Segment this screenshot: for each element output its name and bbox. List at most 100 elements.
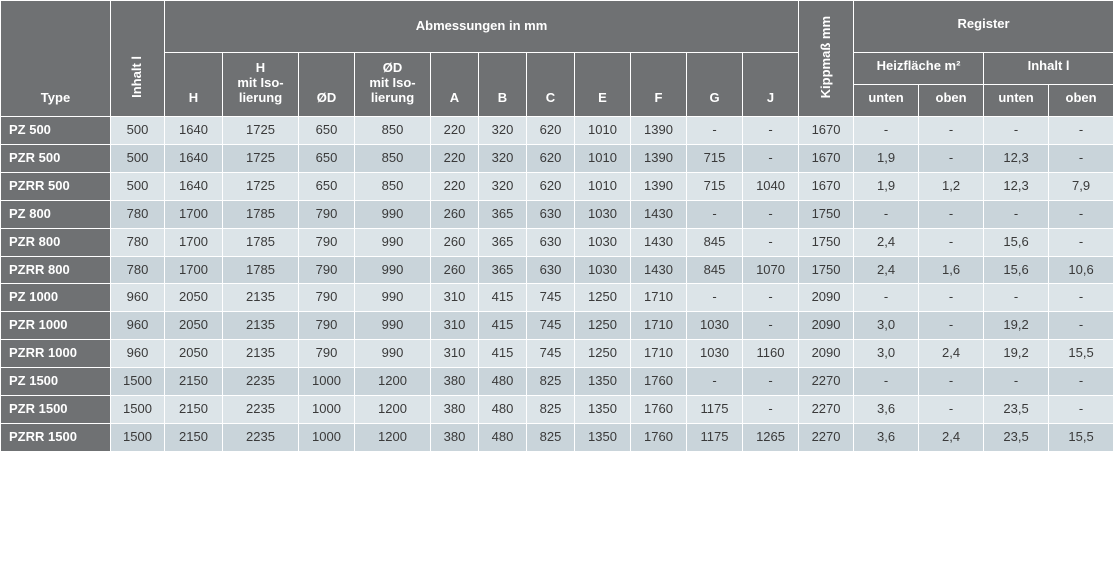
cell-J: - xyxy=(743,116,799,144)
cell-H_iso: 1785 xyxy=(223,256,299,284)
table-row: PZRR 50050016401725650850220320620101013… xyxy=(1,172,1113,200)
cell-hf_unten: 2,4 xyxy=(854,256,919,284)
cell-E: 1350 xyxy=(575,368,631,396)
colgroup-reg-inhalt: Inhalt l xyxy=(984,52,1113,84)
cell-hf_oben: - xyxy=(919,312,984,340)
cell-OD_iso: 1200 xyxy=(355,396,431,424)
cell-A: 220 xyxy=(431,144,479,172)
cell-H: 1700 xyxy=(165,256,223,284)
colgroup-heizflaeche: Heizfläche m² xyxy=(854,52,984,84)
cell-A: 220 xyxy=(431,116,479,144)
cell-inh_unten: 12,3 xyxy=(984,172,1049,200)
cell-G: 1030 xyxy=(687,340,743,368)
table-row: PZ 8007801700178579099026036563010301430… xyxy=(1,200,1113,228)
row-type: PZRR 1000 xyxy=(1,340,111,368)
cell-inh_unten: 23,5 xyxy=(984,396,1049,424)
cell-H: 1640 xyxy=(165,172,223,200)
cell-G: 715 xyxy=(687,172,743,200)
table-header: Type Inhalt l Abmessungen in mm Kippmaß … xyxy=(1,1,1113,117)
cell-E: 1030 xyxy=(575,256,631,284)
cell-H: 2050 xyxy=(165,340,223,368)
row-type: PZRR 1500 xyxy=(1,424,111,452)
cell-J: - xyxy=(743,368,799,396)
cell-inh_oben: - xyxy=(1049,312,1113,340)
cell-B: 415 xyxy=(479,312,527,340)
cell-OD: 790 xyxy=(299,312,355,340)
cell-inh_unten: - xyxy=(984,284,1049,312)
table-body: PZ 5005001640172565085022032062010101390… xyxy=(1,116,1113,451)
cell-C: 620 xyxy=(527,144,575,172)
cell-J: - xyxy=(743,284,799,312)
cell-H_iso: 2235 xyxy=(223,424,299,452)
cell-inh_oben: - xyxy=(1049,396,1113,424)
cell-hf_unten: 3,0 xyxy=(854,312,919,340)
cell-OD: 650 xyxy=(299,116,355,144)
cell-E: 1010 xyxy=(575,116,631,144)
cell-J: - xyxy=(743,228,799,256)
cell-inhalt: 960 xyxy=(111,312,165,340)
table-row: PZ 1000960205021357909903104157451250171… xyxy=(1,284,1113,312)
cell-hf_oben: - xyxy=(919,200,984,228)
cell-G: - xyxy=(687,284,743,312)
table-row: PZ 1500150021502235100012003804808251350… xyxy=(1,368,1113,396)
cell-inhalt: 780 xyxy=(111,256,165,284)
cell-E: 1350 xyxy=(575,424,631,452)
cell-A: 260 xyxy=(431,200,479,228)
table-row: PZR 150015002150223510001200380480825135… xyxy=(1,396,1113,424)
col-h-iso: Hmit Iso-lierung xyxy=(223,52,299,116)
cell-C: 745 xyxy=(527,312,575,340)
row-type: PZR 800 xyxy=(1,228,111,256)
cell-F: 1760 xyxy=(631,424,687,452)
cell-inhalt: 780 xyxy=(111,228,165,256)
cell-H_iso: 2135 xyxy=(223,340,299,368)
cell-kipp: 2270 xyxy=(799,368,854,396)
cell-J: 1070 xyxy=(743,256,799,284)
cell-J: 1040 xyxy=(743,172,799,200)
col-b: B xyxy=(479,52,527,116)
colgroup-register: Register xyxy=(854,1,1113,53)
col-c: C xyxy=(527,52,575,116)
cell-inh_oben: 10,6 xyxy=(1049,256,1113,284)
table-row: PZR 100096020502135790990310415745125017… xyxy=(1,312,1113,340)
cell-A: 380 xyxy=(431,424,479,452)
col-inhalt: Inhalt l xyxy=(111,1,165,117)
cell-F: 1430 xyxy=(631,200,687,228)
cell-G: 1175 xyxy=(687,396,743,424)
cell-OD: 1000 xyxy=(299,368,355,396)
col-kippmass: Kippmaß mm xyxy=(799,1,854,117)
cell-A: 310 xyxy=(431,312,479,340)
cell-H_iso: 1785 xyxy=(223,228,299,256)
cell-inh_oben: - xyxy=(1049,368,1113,396)
cell-B: 480 xyxy=(479,396,527,424)
col-od-iso: ØDmit Iso-lierung xyxy=(355,52,431,116)
cell-H: 1700 xyxy=(165,228,223,256)
cell-B: 365 xyxy=(479,200,527,228)
cell-F: 1760 xyxy=(631,396,687,424)
cell-OD: 1000 xyxy=(299,424,355,452)
cell-OD: 790 xyxy=(299,228,355,256)
cell-OD_iso: 990 xyxy=(355,228,431,256)
cell-inh_unten: - xyxy=(984,368,1049,396)
cell-kipp: 1750 xyxy=(799,200,854,228)
cell-inh_oben: 15,5 xyxy=(1049,340,1113,368)
cell-C: 745 xyxy=(527,340,575,368)
cell-F: 1390 xyxy=(631,144,687,172)
cell-H: 2150 xyxy=(165,424,223,452)
cell-E: 1250 xyxy=(575,312,631,340)
cell-inh_unten: - xyxy=(984,116,1049,144)
cell-C: 825 xyxy=(527,396,575,424)
cell-A: 260 xyxy=(431,256,479,284)
cell-inh_unten: - xyxy=(984,200,1049,228)
cell-inh_unten: 23,5 xyxy=(984,424,1049,452)
col-hf-oben: oben xyxy=(919,84,984,116)
cell-H_iso: 1725 xyxy=(223,172,299,200)
cell-G: - xyxy=(687,116,743,144)
cell-hf_unten: 1,9 xyxy=(854,144,919,172)
cell-inh_oben: - xyxy=(1049,116,1113,144)
cell-inh_oben: - xyxy=(1049,228,1113,256)
cell-inh_oben: 15,5 xyxy=(1049,424,1113,452)
table-row: PZR 800780170017857909902603656301030143… xyxy=(1,228,1113,256)
col-inh-unten: unten xyxy=(984,84,1049,116)
cell-E: 1250 xyxy=(575,340,631,368)
cell-inhalt: 780 xyxy=(111,200,165,228)
